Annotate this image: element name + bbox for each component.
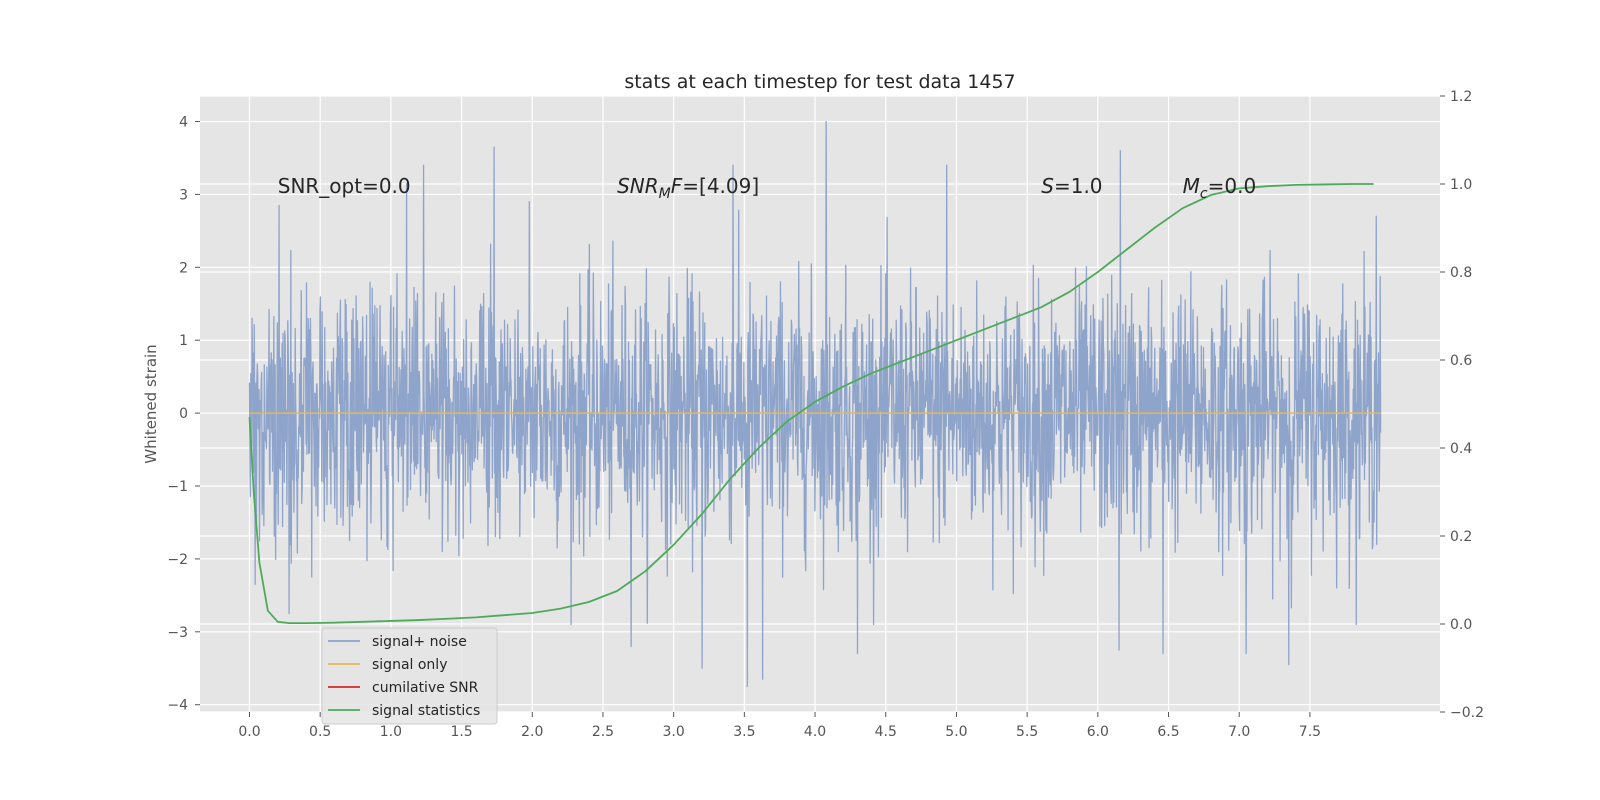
x-tick-label: 4.0 (804, 724, 826, 740)
y-tick-label: −4 (167, 698, 188, 714)
x-tick-label: 0.5 (309, 724, 331, 740)
y-tick-label: −1 (167, 479, 188, 495)
y-tick-label: 1 (179, 333, 188, 349)
x-tick-label: 1.0 (380, 724, 402, 740)
y-tick-label: 2 (179, 260, 188, 276)
x-tick-label: 3.5 (733, 724, 755, 740)
annotation-s-value: S=1.0 (1041, 174, 1102, 198)
chart-title: stats at each timestep for test data 145… (624, 71, 1015, 93)
x-tick-label: 2.0 (521, 724, 543, 740)
annotation-mc-value: Mc=0.0 (1183, 174, 1257, 202)
legend-box (321, 627, 498, 725)
y2-tick-label: 0.0 (1450, 617, 1472, 633)
y2-tick-label: 0.6 (1450, 353, 1472, 369)
x-tick-label: 1.5 (450, 724, 472, 740)
annotation-snr-opt: SNR_opt=0.0 (278, 174, 411, 198)
legend-label: signal statistics (372, 703, 480, 719)
y-axis-label: Whitened strain (142, 344, 160, 463)
y2-tick-label: 0.8 (1450, 265, 1472, 281)
y-tick-label: 0 (179, 406, 188, 422)
y-tick-label: −3 (167, 625, 188, 641)
y2-tick-label: −0.2 (1450, 705, 1484, 721)
x-tick-label: 6.5 (1157, 724, 1179, 740)
x-tick-label: 3.0 (663, 724, 685, 740)
legend: signal+ noise signal only cumilative SNR si… (321, 627, 498, 725)
legend-label: signal+ noise (372, 634, 467, 650)
axis-ticks: 0.0 0.5 1.0 1.5 2.0 2.5 3.0 3.5 4.0 4.5 5.0 5.5 6.0 6… (167, 89, 1484, 740)
series-signal-plus-noise (248, 120, 1382, 688)
y2-tick-label: 1.0 (1450, 177, 1472, 193)
legend-label: signal only (372, 657, 447, 673)
legend-label: cumilative SNR (372, 680, 479, 696)
x-tick-label: 0.0 (238, 724, 260, 740)
x-tick-label: 7.5 (1299, 724, 1321, 740)
x-tick-label: 4.5 (875, 724, 897, 740)
x-tick-label: 5.5 (1016, 724, 1038, 740)
y2-tick-label: 1.2 (1450, 89, 1472, 105)
annotations: SNR_opt=0.0 SNRMF=[4.09] S=1.0 Mc=0.0 (278, 174, 1256, 202)
y-tick-label: −2 (167, 552, 188, 568)
x-tick-label: 6.0 (1087, 724, 1109, 740)
series-lines (248, 183, 1381, 625)
series-line-signal-plus-noise (248, 120, 1382, 688)
y2-tick-label: 0.2 (1450, 529, 1472, 545)
x-tick-label: 2.5 (592, 724, 614, 740)
y2-tick-label: 0.4 (1450, 441, 1472, 457)
y-tick-label: 4 (179, 115, 188, 131)
x-tick-label: 7.0 (1228, 724, 1250, 740)
x-tick-label: 5.0 (945, 724, 967, 740)
y-tick-label: 3 (179, 187, 188, 203)
series-line-signal-statistics (248, 183, 1374, 625)
annotation-snr-mf: SNRMF=[4.09] (617, 174, 759, 202)
